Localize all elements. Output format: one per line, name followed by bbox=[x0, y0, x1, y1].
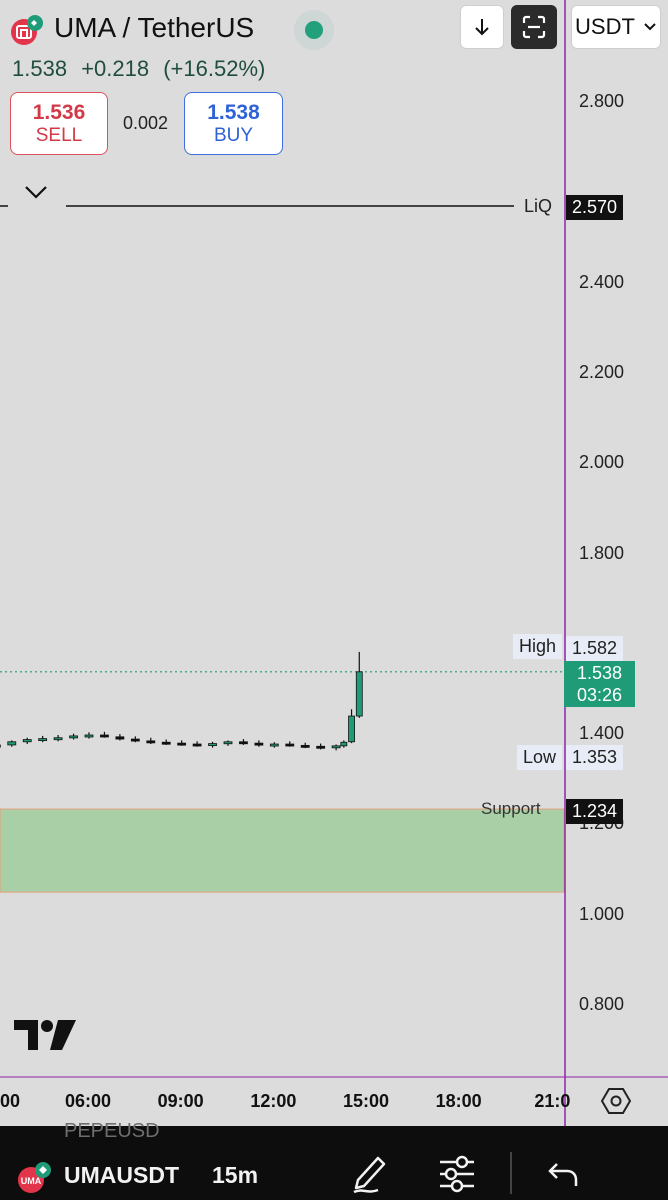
currency-selector-label: USDT bbox=[575, 14, 635, 39]
undo-button[interactable] bbox=[545, 1150, 585, 1194]
time-tick-label: 09:00 bbox=[157, 1091, 204, 1111]
candle[interactable] bbox=[100, 731, 109, 738]
currency-selector[interactable]: USDT bbox=[571, 5, 661, 49]
candle[interactable] bbox=[69, 733, 78, 740]
candle[interactable] bbox=[115, 734, 125, 741]
price-change-percent: (+16.52%) bbox=[163, 56, 266, 81]
price-tick-label: 2.000 bbox=[579, 452, 625, 473]
candle[interactable] bbox=[355, 651, 363, 718]
support-price-tag: 1.234 bbox=[566, 799, 624, 824]
fullscreen-button[interactable] bbox=[511, 5, 557, 49]
settings-hexagon-icon bbox=[600, 1088, 632, 1114]
candle[interactable] bbox=[348, 709, 355, 744]
tradingview-logo[interactable] bbox=[14, 1018, 78, 1057]
price-tick-label: 1.400 bbox=[579, 723, 625, 744]
buy-button[interactable]: 1.538 BUY bbox=[184, 92, 283, 155]
candle-countdown: 03:26 bbox=[576, 685, 623, 705]
candle[interactable] bbox=[130, 736, 140, 743]
bottom-toolbar bbox=[0, 1126, 668, 1200]
market-status-indicator bbox=[294, 10, 334, 50]
high-price-tag: 1.582 bbox=[566, 636, 624, 661]
toolbar-divider bbox=[510, 1152, 512, 1194]
price-tick-label: 2.400 bbox=[579, 271, 625, 292]
current-price-tag: 1.538 03:26 bbox=[564, 661, 635, 707]
low-label: Low bbox=[517, 745, 563, 770]
time-tick-label: 15:00 bbox=[343, 1091, 390, 1111]
svg-text:UMA: UMA bbox=[21, 1176, 42, 1186]
price-tick-label: 1.000 bbox=[579, 903, 625, 924]
candle[interactable] bbox=[161, 739, 171, 745]
time-tick-label: 06:00 bbox=[65, 1091, 112, 1111]
time-tick-label: 12:00 bbox=[250, 1091, 297, 1111]
price-tick-label: 1.800 bbox=[579, 542, 625, 563]
download-button[interactable] bbox=[460, 5, 504, 49]
candle[interactable] bbox=[269, 742, 279, 748]
sell-price: 1.536 bbox=[32, 100, 86, 124]
candle[interactable] bbox=[192, 741, 202, 747]
candle[interactable] bbox=[146, 737, 156, 745]
spread-value: 0.002 bbox=[123, 113, 169, 133]
candle[interactable] bbox=[340, 740, 348, 748]
symbol-search-button[interactable]: UMAUSDT bbox=[64, 1162, 179, 1188]
liq-price-tag: 2.570 bbox=[566, 195, 624, 220]
buy-label: BUY bbox=[213, 124, 254, 146]
current-price: 1.538 bbox=[576, 663, 623, 683]
undo-icon bbox=[548, 1163, 578, 1186]
uma-token-logo: UMA bbox=[16, 1160, 52, 1196]
fullscreen-icon bbox=[522, 15, 546, 39]
candle[interactable] bbox=[239, 739, 248, 745]
buy-price: 1.538 bbox=[207, 100, 260, 124]
high-label: High bbox=[513, 634, 563, 659]
support-zone[interactable] bbox=[0, 808, 565, 893]
indicators-button[interactable] bbox=[437, 1150, 477, 1194]
price-tick-label: 2.200 bbox=[579, 361, 625, 382]
low-price-tag: 1.353 bbox=[566, 745, 624, 770]
candle[interactable] bbox=[38, 735, 48, 743]
candle[interactable] bbox=[223, 740, 233, 746]
candle[interactable] bbox=[177, 740, 187, 746]
time-tick-label: 18:00 bbox=[435, 1091, 482, 1111]
price-change: +0.218 bbox=[81, 56, 150, 81]
chevron-down-icon[interactable] bbox=[25, 186, 47, 199]
time-tick-label: 21:0 bbox=[534, 1091, 571, 1111]
candle[interactable] bbox=[285, 741, 295, 747]
price-summary: 1.538 +0.218 (+16.52%) bbox=[12, 56, 273, 82]
candle[interactable] bbox=[7, 740, 17, 747]
arrow-down-icon bbox=[475, 19, 489, 36]
drawing-tools-button[interactable] bbox=[350, 1150, 390, 1194]
candle[interactable] bbox=[53, 735, 63, 742]
symbol-title[interactable]: UMA / TetherUS bbox=[54, 12, 255, 43]
uma-token-logo bbox=[10, 14, 44, 48]
support-label: Support bbox=[481, 799, 541, 818]
price-tick-label: 2.800 bbox=[579, 91, 625, 111]
interval-button[interactable]: 15m bbox=[212, 1162, 259, 1188]
previous-symbol-ghost: PEPEUSD bbox=[64, 1120, 160, 1142]
candle[interactable] bbox=[84, 732, 94, 739]
liq-label: LiQ bbox=[524, 196, 553, 216]
candle[interactable] bbox=[208, 741, 217, 748]
sliders-icon bbox=[440, 1155, 474, 1193]
time-tick-label: 00 bbox=[0, 1091, 21, 1111]
sell-button[interactable]: 1.536 SELL bbox=[10, 92, 108, 155]
candle[interactable] bbox=[22, 737, 32, 745]
candle[interactable] bbox=[316, 743, 326, 750]
chevron-down-icon bbox=[644, 23, 656, 31]
candle[interactable] bbox=[254, 740, 264, 747]
price-tick-label: 0.800 bbox=[579, 994, 625, 1014]
candle[interactable] bbox=[331, 744, 341, 751]
chart-settings-button[interactable] bbox=[600, 1086, 632, 1116]
candle[interactable] bbox=[300, 742, 310, 749]
pencil-icon bbox=[353, 1156, 386, 1194]
sell-label: SELL bbox=[35, 124, 83, 146]
last-price: 1.538 bbox=[12, 56, 68, 81]
